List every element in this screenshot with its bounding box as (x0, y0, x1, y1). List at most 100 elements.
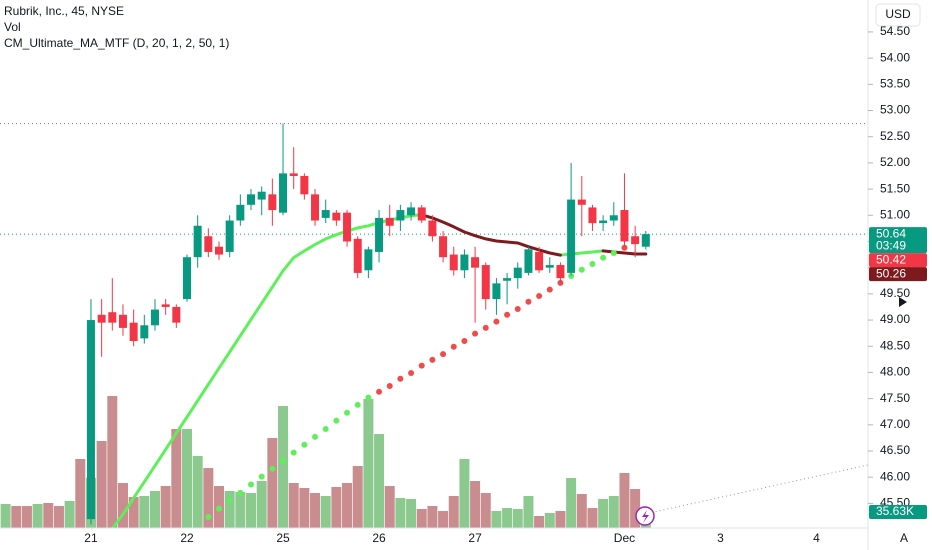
x-tick-label: 27 (468, 531, 482, 545)
candle-body (118, 314, 127, 328)
volume-bar (32, 504, 43, 528)
ma-dot (344, 409, 351, 416)
volume-bar (64, 501, 75, 528)
volume-bar (395, 498, 406, 528)
legend-indicator: CM_Ultimate_MA_MTF (D, 20, 1, 2, 50, 1) (4, 36, 229, 50)
candle-body (503, 278, 512, 281)
volume-bar (416, 509, 427, 528)
volume-bar (608, 496, 619, 528)
volume-bar (512, 509, 523, 528)
volume-bar (619, 473, 630, 528)
candle-body (588, 207, 597, 224)
ma-dot (290, 449, 297, 456)
ma-dot (397, 375, 404, 382)
volume-bar (107, 396, 118, 528)
volume-bar (181, 429, 192, 528)
candle-body (567, 199, 576, 273)
countdown: 03:49 (876, 238, 906, 252)
candle-body (129, 322, 138, 341)
volume-bar (235, 492, 246, 528)
y-tick-label: 51.00 (880, 207, 910, 221)
candle-body (609, 215, 618, 221)
candle-body (204, 236, 213, 252)
candle-body (631, 236, 640, 245)
candle-body (460, 254, 469, 271)
ma-dot (546, 286, 553, 293)
ma-dot (429, 356, 436, 363)
volume-bar (139, 496, 150, 528)
volume-bar (43, 503, 54, 528)
candle-body (279, 173, 288, 213)
auto-scale[interactable]: A (900, 531, 908, 545)
volume-bar (374, 434, 385, 528)
candle-body (150, 309, 159, 326)
price-label-bg (869, 267, 927, 282)
volume-bar (256, 481, 267, 528)
volume-bar (384, 486, 395, 528)
y-tick-label: 49.50 (880, 286, 910, 300)
volume-bar (53, 506, 64, 528)
ma-dot (301, 441, 308, 448)
candle-body (417, 207, 426, 221)
candle-body (289, 173, 298, 176)
candle-body (599, 220, 608, 224)
price-label: 50.42 (876, 252, 906, 266)
price-label: 50.64 (876, 226, 906, 240)
ma-dot (258, 473, 265, 480)
currency[interactable]: USD (885, 7, 911, 21)
candle-body (428, 220, 437, 237)
candle-body (620, 210, 629, 242)
candle-body (140, 325, 149, 339)
candle-body (535, 251, 544, 271)
volume-bar (502, 508, 513, 528)
ma-dot (365, 394, 372, 401)
price-label-bg (869, 253, 927, 268)
currency-button[interactable] (875, 3, 921, 27)
volume-bar (320, 496, 331, 528)
volume-bar (224, 491, 235, 528)
ma-dot (280, 457, 287, 464)
candle-body (311, 194, 320, 221)
candle-body (545, 265, 554, 268)
ma-dot (312, 433, 319, 440)
ma-dot (472, 330, 479, 337)
x-tick-label: 26 (372, 531, 386, 545)
x-tick-label: 3 (717, 531, 724, 545)
volume-bar (459, 459, 470, 528)
volume-bar (171, 429, 182, 528)
volume-bar (299, 488, 310, 528)
candle-body (182, 257, 191, 300)
volume-bar (278, 406, 289, 528)
ma-dot (482, 324, 489, 331)
candle-body (375, 217, 384, 252)
volume-bar (427, 506, 438, 528)
volume-bar (480, 493, 491, 528)
ma-dot (322, 426, 329, 432)
candle-body (556, 265, 565, 279)
volume-bar (576, 494, 587, 528)
candle-body (247, 194, 256, 205)
candle-body (449, 254, 458, 271)
candle-body (321, 210, 330, 218)
candle-body (492, 283, 501, 300)
event-icon-glyph (642, 510, 649, 523)
ma-dot (269, 465, 276, 472)
y-tick-label: 49.00 (880, 312, 910, 326)
candle-body (385, 217, 394, 226)
ma-dot (568, 273, 575, 280)
candle-body (641, 234, 650, 247)
y-tick-label: 46.50 (880, 443, 910, 457)
y-tick-label: 47.50 (880, 391, 910, 405)
scroll-arrow[interactable] (899, 297, 907, 307)
ma-line (420, 213, 648, 257)
candle-body (332, 212, 341, 221)
volume-bar (246, 493, 257, 528)
candle-body (513, 267, 522, 279)
candle-body (577, 199, 586, 205)
y-tick-label: 46.00 (880, 469, 910, 483)
y-tick-label: 54.50 (880, 24, 910, 38)
ma-dot (418, 362, 425, 369)
volume-bar (352, 466, 363, 528)
volume-label: 35.63K (876, 504, 914, 518)
candle-body (407, 207, 416, 216)
